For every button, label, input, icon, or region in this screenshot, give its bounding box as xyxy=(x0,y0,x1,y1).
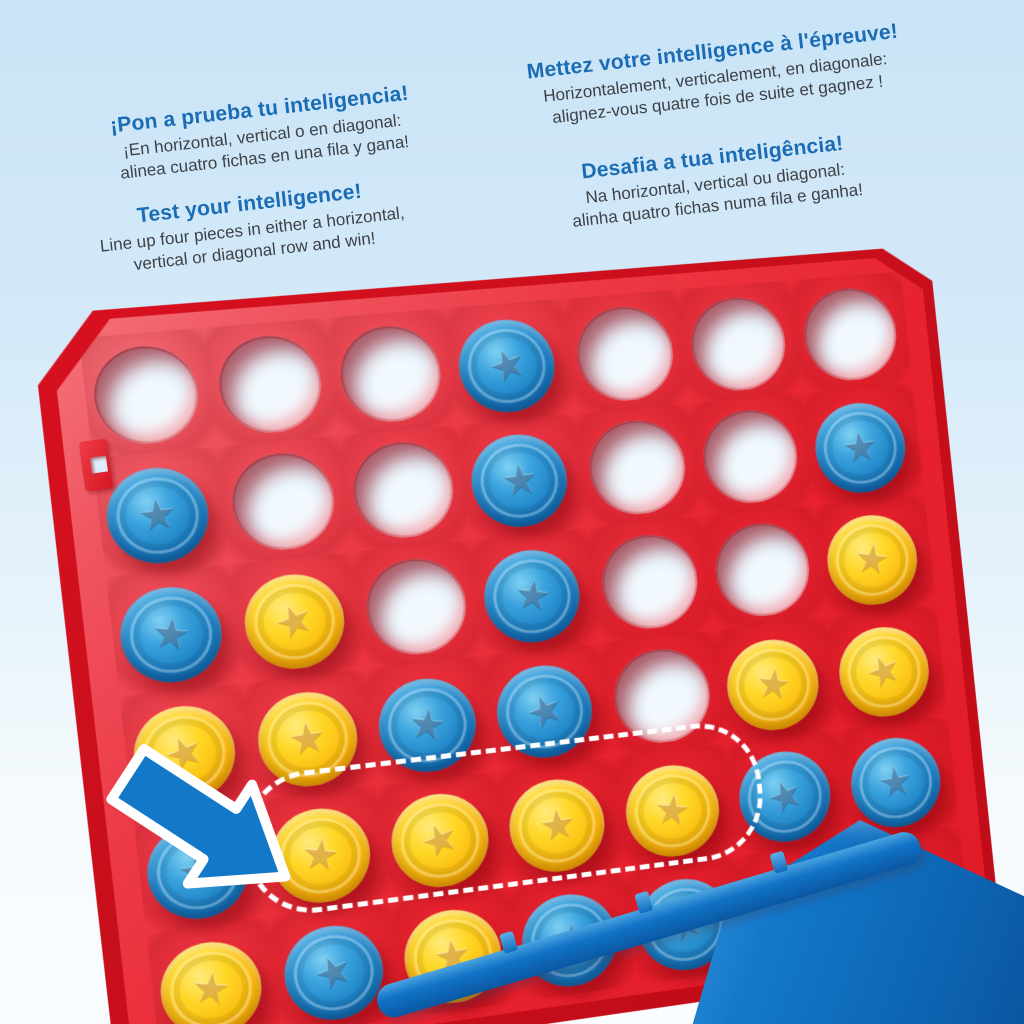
board-cell xyxy=(588,517,715,643)
star-emboss-icon: ★ xyxy=(413,811,467,870)
instructions-portuguese: Desafia a tua inteligência! Na horizonta… xyxy=(517,125,912,238)
board-cell: ★ xyxy=(814,494,936,617)
board-cell xyxy=(204,318,339,446)
star-emboss-icon: ★ xyxy=(652,786,694,836)
piece-blue: ★ xyxy=(480,546,585,648)
empty-hole xyxy=(214,332,326,437)
piece-yellow: ★ xyxy=(387,789,493,893)
board-cell: ★ xyxy=(147,918,284,1024)
star-emboss-icon: ★ xyxy=(760,768,811,825)
instructions-english: Test your intelligence! Line up four pie… xyxy=(49,170,454,284)
piece-blue: ★ xyxy=(116,583,227,688)
board-cell xyxy=(339,424,471,552)
board-cell xyxy=(690,393,814,517)
star-emboss-icon: ★ xyxy=(306,942,361,1003)
piece-yellow: ★ xyxy=(823,511,921,609)
board-cell xyxy=(678,280,803,403)
board-cell: ★ xyxy=(365,656,497,786)
board-cell: ★ xyxy=(458,414,587,541)
piece-blue: ★ xyxy=(735,747,835,848)
piece-blue: ★ xyxy=(374,673,481,777)
board-cell: ★ xyxy=(496,757,625,886)
empty-hole xyxy=(362,554,471,659)
board-cell: ★ xyxy=(613,743,739,871)
empty-hole xyxy=(687,294,790,394)
empty-hole xyxy=(89,342,203,448)
board-cell xyxy=(702,506,826,631)
star-emboss-icon: ★ xyxy=(149,608,194,661)
board-cell: ★ xyxy=(484,643,613,771)
star-emboss-icon: ★ xyxy=(511,570,554,622)
star-emboss-icon: ★ xyxy=(480,336,534,394)
piece-blue: ★ xyxy=(279,920,387,1024)
star-emboss-icon: ★ xyxy=(535,799,580,852)
star-emboss-icon: ★ xyxy=(497,454,542,507)
piece-blue: ★ xyxy=(455,316,560,416)
board-cell xyxy=(563,290,690,414)
empty-hole xyxy=(610,644,714,747)
piece-blue: ★ xyxy=(811,400,910,498)
instructions-spanish: ¡Pon a prueba tu inteligencia! ¡En horiz… xyxy=(59,76,464,190)
board-cell: ★ xyxy=(93,446,231,577)
empty-hole xyxy=(699,407,802,508)
empty-hole xyxy=(711,519,813,621)
star-emboss-icon: ★ xyxy=(859,643,909,700)
piece-blue: ★ xyxy=(467,431,572,532)
board-cell xyxy=(575,403,702,528)
empty-hole xyxy=(597,531,702,634)
empty-hole xyxy=(585,417,690,519)
callout-arrow-icon xyxy=(106,744,291,889)
star-emboss-icon: ★ xyxy=(266,591,322,651)
board-cell: ★ xyxy=(826,606,947,730)
empty-hole xyxy=(227,449,338,554)
piece-yellow: ★ xyxy=(621,761,723,863)
board-cell xyxy=(352,540,484,669)
board-cell xyxy=(217,435,352,564)
star-emboss-icon: ★ xyxy=(839,422,881,473)
board-cell: ★ xyxy=(727,730,850,856)
board-cell xyxy=(600,630,726,757)
board-cell: ★ xyxy=(378,771,509,902)
board-cell: ★ xyxy=(446,299,576,425)
star-emboss-icon: ★ xyxy=(189,963,234,1015)
board-cell: ★ xyxy=(802,383,924,505)
piece-yellow: ★ xyxy=(156,936,267,1024)
piece-yellow: ★ xyxy=(723,635,823,735)
piece-blue: ★ xyxy=(847,733,945,833)
piece-yellow: ★ xyxy=(835,622,933,721)
board-cell: ★ xyxy=(471,529,600,656)
piece-blue: ★ xyxy=(493,660,597,762)
instructions-french: Mettez votre intelligence à l'épreuve! H… xyxy=(492,16,937,134)
empty-hole xyxy=(336,322,445,425)
board-cell: ★ xyxy=(230,552,365,682)
piece-yellow: ★ xyxy=(240,570,349,674)
empty-hole xyxy=(349,438,458,542)
board-cell xyxy=(326,308,458,435)
piece-yellow: ★ xyxy=(505,775,609,878)
star-emboss-icon: ★ xyxy=(852,534,892,585)
empty-hole xyxy=(799,285,900,384)
piece-blue: ★ xyxy=(102,464,214,568)
board-cell: ★ xyxy=(714,618,838,744)
empty-hole xyxy=(572,303,677,404)
board-cell xyxy=(790,272,912,394)
star-emboss-icon: ★ xyxy=(875,757,917,808)
star-emboss-icon: ★ xyxy=(134,488,182,543)
board-cell: ★ xyxy=(106,565,243,697)
star-emboss-icon: ★ xyxy=(518,681,571,740)
star-emboss-icon: ★ xyxy=(753,659,794,709)
star-emboss-icon: ★ xyxy=(406,699,449,750)
